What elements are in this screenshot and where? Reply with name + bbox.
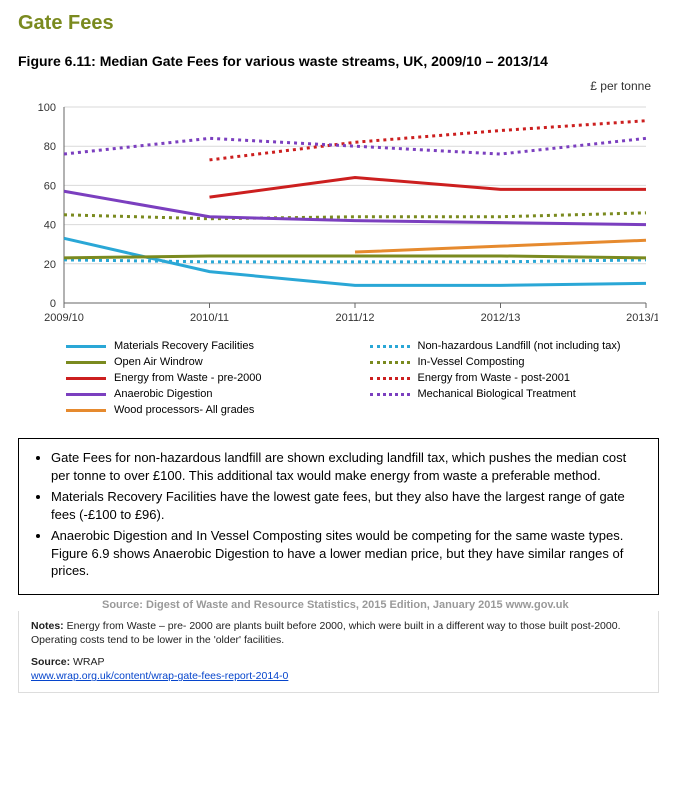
legend-item-ivc: In-Vessel Composting (370, 356, 660, 368)
notes-source-text: WRAP (70, 656, 104, 668)
series-windrow (64, 256, 646, 258)
svg-text:0: 0 (50, 298, 56, 310)
legend-swatch (66, 340, 106, 352)
series-mrf (64, 238, 646, 285)
legend-item-efw_pre: Energy from Waste - pre-2000 (66, 372, 356, 384)
series-efw_pre (210, 178, 647, 198)
legend-label: Energy from Waste - pre-2000 (114, 372, 262, 384)
legend-label: Wood processors- All grades (114, 404, 254, 416)
legend-swatch (66, 388, 106, 400)
svg-text:2010/11: 2010/11 (190, 312, 229, 324)
legend-label: In-Vessel Composting (418, 356, 525, 368)
svg-text:2013/14: 2013/14 (626, 312, 658, 324)
legend-item-mbt: Mechanical Biological Treatment (370, 388, 660, 400)
svg-text:2011/12: 2011/12 (336, 312, 375, 324)
legend-swatch (370, 388, 410, 400)
legend-swatch (370, 372, 410, 384)
y-axis-unit: £ per tonne (18, 79, 659, 93)
chart-legend: Materials Recovery Facilities Non-hazardo… (18, 340, 659, 416)
line-chart: 0 20 40 60 80 100 2009/10 2010/11 2011/12 2012/13… (18, 99, 659, 334)
legend-label: Mechanical Biological Treatment (418, 388, 576, 400)
info-bullet: Gate Fees for non-hazardous landfill are… (51, 449, 644, 484)
legend-label: Anaerobic Digestion (114, 388, 212, 400)
chart-svg: 0 20 40 60 80 100 2009/10 2010/11 2011/12 2012/13… (18, 99, 658, 329)
section-title: Gate Fees (18, 12, 659, 35)
legend-item-windrow: Open Air Windrow (66, 356, 356, 368)
legend-swatch (66, 372, 106, 384)
legend-label: Non-hazardous Landfill (not including ta… (418, 340, 621, 352)
series-ivc (64, 213, 646, 219)
notes-text: Energy from Waste – pre- 2000 are plants… (31, 620, 621, 646)
legend-item-landfill: Non-hazardous Landfill (not including ta… (370, 340, 660, 352)
svg-text:100: 100 (38, 102, 56, 114)
svg-text:80: 80 (44, 141, 56, 153)
legend-swatch (370, 340, 410, 352)
legend-swatch (370, 356, 410, 368)
source-line: Source: Digest of Waste and Resource Sta… (18, 599, 659, 611)
notes-label: Notes: (31, 620, 64, 632)
notes-source-label: Source: (31, 656, 70, 668)
figure-title: Figure 6.11: Median Gate Fees for variou… (18, 53, 659, 69)
series-landfill (64, 260, 646, 262)
legend-label: Energy from Waste - post-2001 (418, 372, 570, 384)
info-bullet: Anaerobic Digestion and In Vessel Compos… (51, 527, 644, 580)
svg-text:2009/10: 2009/10 (44, 312, 84, 324)
legend-item-mrf: Materials Recovery Facilities (66, 340, 356, 352)
legend-swatch (66, 404, 106, 416)
legend-label: Materials Recovery Facilities (114, 340, 254, 352)
legend-item-wood: Wood processors- All grades (66, 404, 356, 416)
info-box: Gate Fees for non-hazardous landfill are… (18, 438, 659, 595)
series-efw_post (210, 121, 647, 160)
svg-text:2012/13: 2012/13 (481, 312, 521, 324)
series-ad (64, 191, 646, 224)
svg-text:60: 60 (44, 180, 56, 192)
svg-text:20: 20 (44, 259, 56, 271)
legend-item-efw_post: Energy from Waste - post-2001 (370, 372, 660, 384)
info-bullet: Materials Recovery Facilities have the l… (51, 488, 644, 523)
svg-text:40: 40 (44, 220, 56, 232)
legend-item-ad: Anaerobic Digestion (66, 388, 356, 400)
notes-box: Notes: Energy from Waste – pre- 2000 are… (18, 611, 659, 693)
legend-swatch (66, 356, 106, 368)
legend-label: Open Air Windrow (114, 356, 203, 368)
notes-link[interactable]: www.wrap.org.uk/content/wrap-gate-fees-r… (31, 670, 288, 682)
series-wood (355, 240, 646, 252)
